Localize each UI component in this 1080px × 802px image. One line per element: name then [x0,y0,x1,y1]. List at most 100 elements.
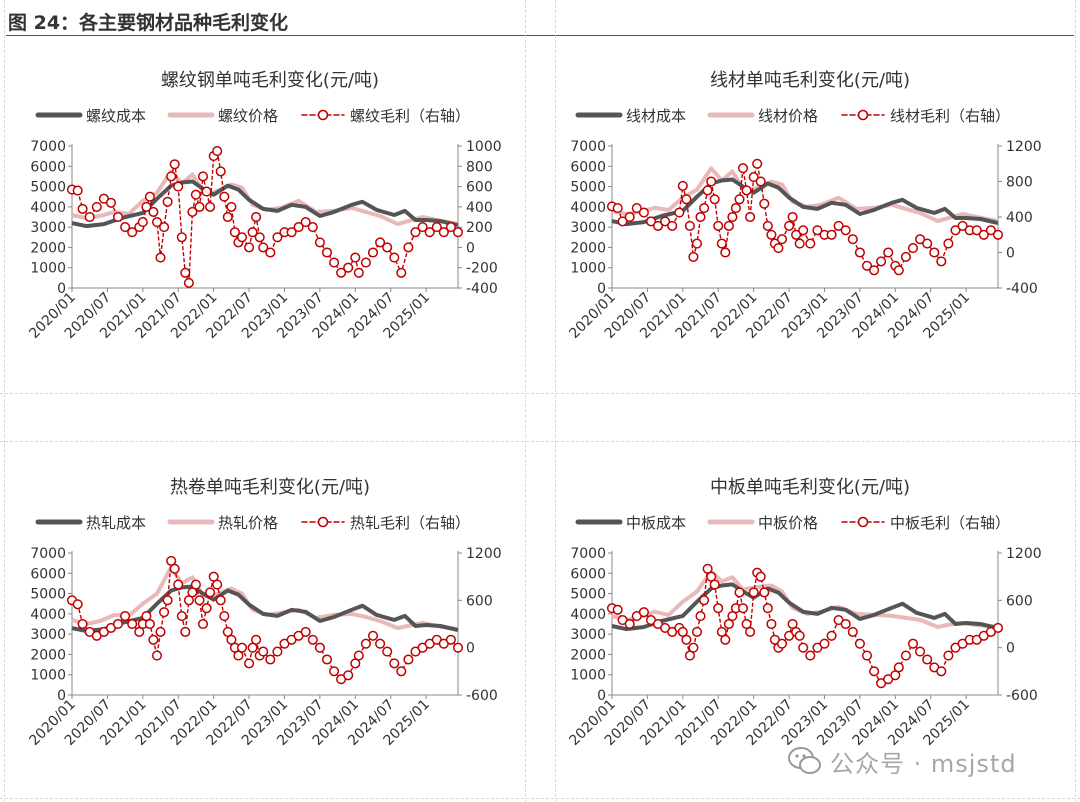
y-tick-label-left: 0 [57,281,66,297]
profit-point [861,650,873,661]
legend-label: 中板价格 [758,514,818,532]
profit-point [617,216,628,227]
profit-point [893,265,904,276]
profit-point [826,630,837,641]
wire-chart: 线材单吨毛利变化(元/吨) 线材成本 线材价格 线材毛利（右轴） 0 1000 2000 30… [566,70,1042,342]
y-tick-label-right: -600 [466,688,498,704]
series-profit-line [611,163,999,272]
y-tick-label-left: 6000 [30,566,66,582]
y-tick-label-left: 4000 [30,607,66,623]
profit-point [826,229,837,240]
legend-marker [317,516,329,528]
profit-point [162,196,173,207]
profit-point [812,225,823,236]
profit-point [194,595,205,606]
profit-point [957,220,968,231]
figure-title: 图 24：各主要钢材品种毛利变化 [8,12,289,34]
profit-point [105,197,117,208]
profit-point [745,211,756,223]
profit-point [943,650,954,661]
profit-point [120,611,131,622]
profit-point [120,222,131,233]
profit-point [854,247,865,258]
profit-point [752,158,763,169]
profit-point [353,267,364,278]
profit-point [720,634,731,645]
profit-point [755,571,766,582]
y-tick-label-left: 2000 [30,647,66,663]
profit-point [148,634,159,645]
profit-point [431,222,442,233]
profit-point [144,618,155,630]
y-tick-label-left: 6000 [570,566,606,582]
profit-point [343,670,354,681]
profit-point [336,267,347,278]
legend-item: 中板成本 [575,514,686,532]
legend-label: 线材毛利（右轴） [890,107,1010,125]
profit-point [922,238,933,249]
profit-point [971,225,982,236]
series-cost-line [71,584,459,634]
legend-label: 热轧价格 [218,514,278,532]
hrc-chart: 热卷单吨毛利变化(元/吨) 热轧成本 热轧价格 热轧毛利（右轴） 0 1000 2000 30… [26,477,502,749]
y-tick-label-left: 6000 [30,159,66,175]
profit-point [183,277,194,288]
legend: 热轧成本 热轧价格 热轧毛利（右轴） [35,514,470,532]
profit-point [244,242,255,253]
profit-point [452,642,464,653]
profit-point [84,211,95,223]
profit-point [677,626,688,637]
profit-point [759,587,770,598]
legend-item: 热轧毛利（右轴） [301,514,470,532]
profit-point [759,198,770,209]
profit-point [148,206,159,217]
y-tick-label-left: 1000 [30,668,66,684]
profit-point [151,650,163,661]
y-tick-label-right: 1200 [466,546,502,562]
profit-point [265,654,276,665]
profit-point [212,579,223,590]
profit-point [91,201,102,212]
y-tick-label-left: 4000 [570,200,606,216]
profit-point [652,220,664,231]
y-tick-label-left: 0 [57,688,66,704]
y-tick-label-right: 1000 [466,139,502,155]
y-tick-label-right: 1200 [1006,546,1042,562]
series-profit-markers [606,563,1004,689]
profit-point [943,238,954,249]
profit-point [992,229,1004,240]
chart-panel-wire: 线材单吨毛利变化(元/吨) 线材成本 线材价格 线材毛利（右轴） 0 1000 2000 30… [540,38,1080,393]
y-tick-label-left: 3000 [30,220,66,236]
profit-point [197,171,209,182]
profit-point [702,563,713,574]
y-tick-label-left: 5000 [570,587,606,603]
profit-point [293,222,304,233]
y-tick-label-left: 5000 [30,587,66,603]
profit-point [162,595,173,606]
profit-point [861,260,873,271]
legend-label: 螺纹毛利（右轴） [350,107,470,125]
y-tick-label-left: 0 [597,281,606,297]
profit-point [741,185,752,196]
profit-point [847,234,858,245]
y-tick-label-left: 1000 [570,261,606,277]
profit-point [915,646,926,657]
legend-item: 螺纹成本 [35,107,146,125]
profit-point [300,626,311,637]
profit-point [190,189,201,200]
profit-point [445,222,456,233]
profit-point [869,265,880,276]
profit-point [215,166,226,177]
profit-point [244,658,255,669]
profit-point [737,163,749,174]
profit-point [900,251,911,262]
legend: 螺纹成本 螺纹价格 螺纹毛利（右轴） [35,107,470,125]
y-tick-label-right: 1200 [1006,139,1042,155]
profit-point [169,563,180,574]
profit-point [307,222,318,233]
profit-point [681,634,692,645]
y-tick-label-right: -400 [1006,281,1038,297]
figure-header: 图 24：各主要钢材品种毛利变化 [0,0,1080,37]
y-tick-label-right: 200 [466,220,493,236]
profit-point [236,642,248,653]
